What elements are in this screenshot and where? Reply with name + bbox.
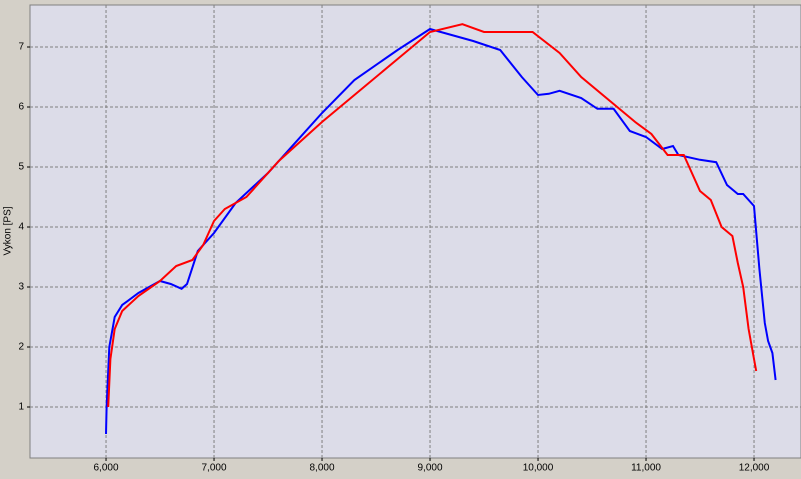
y-tick-label: 5 bbox=[18, 162, 24, 173]
x-tick-label: 6,000 bbox=[94, 463, 119, 474]
y-tick-label: 1 bbox=[18, 402, 24, 413]
y-tick-label: 4 bbox=[18, 222, 24, 233]
series-line bbox=[107, 23, 758, 408]
x-tick-label: 11,000 bbox=[631, 463, 661, 474]
x-tick-label: 7,000 bbox=[202, 463, 227, 474]
y-tick-label: 3 bbox=[18, 282, 24, 293]
series-line bbox=[105, 27, 777, 435]
y-tick-label: 6 bbox=[18, 102, 24, 113]
y-tick-label: 2 bbox=[18, 342, 24, 353]
x-tick-label: 10,000 bbox=[523, 463, 554, 474]
y-axis-label: Vykon [PS] bbox=[3, 206, 14, 255]
x-tick-label: 12,000 bbox=[739, 463, 770, 474]
y-tick-label: 7 bbox=[18, 42, 24, 53]
plot-area bbox=[29, 4, 801, 459]
x-tick-label: 9,000 bbox=[418, 463, 443, 474]
x-tick-label: 8,000 bbox=[310, 463, 335, 474]
